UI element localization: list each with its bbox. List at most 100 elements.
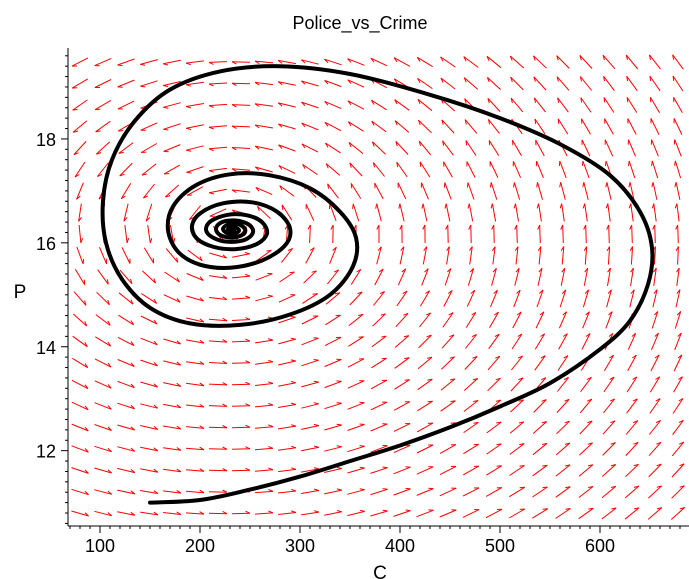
field-arrowhead xyxy=(336,402,342,404)
y-tick-label: 18 xyxy=(36,130,56,150)
field-arrow xyxy=(71,510,89,517)
field-arrow xyxy=(117,446,135,452)
field-arrowhead xyxy=(556,76,559,82)
field-arrow xyxy=(278,102,296,108)
field-arrow xyxy=(583,268,589,286)
field-arrow xyxy=(140,122,158,131)
field-arrowhead xyxy=(561,289,567,294)
field-arrow xyxy=(163,294,181,303)
field-arrow xyxy=(370,379,388,390)
field-arrow xyxy=(278,59,296,65)
field-arrow xyxy=(254,426,274,429)
field-arrow xyxy=(467,268,475,286)
field-arrow xyxy=(607,268,611,286)
field-arrow xyxy=(140,381,158,388)
field-arrow xyxy=(419,290,431,307)
field-arrow xyxy=(674,139,682,157)
field-arrow xyxy=(446,246,450,265)
field-arrow xyxy=(163,144,181,152)
field-arrowhead xyxy=(208,83,214,87)
field-arrow xyxy=(94,467,112,474)
field-arrowhead xyxy=(370,99,375,105)
field-arrow xyxy=(72,335,88,348)
field-arrowhead xyxy=(186,149,192,152)
field-arrowhead xyxy=(130,426,135,431)
field-arrowhead xyxy=(629,224,633,230)
field-arrowhead xyxy=(334,292,341,295)
field-arrow xyxy=(602,420,616,435)
field-arrowhead xyxy=(633,463,639,467)
field-arrowhead xyxy=(629,246,634,252)
field-arrow xyxy=(372,313,386,327)
field-arrow xyxy=(486,465,502,476)
field-arrowhead xyxy=(464,119,467,125)
field-arrowhead xyxy=(586,376,592,381)
field-arrow xyxy=(673,376,683,393)
field-arrowhead xyxy=(579,55,582,61)
field-arrow xyxy=(281,204,293,221)
field-arrow xyxy=(674,311,682,329)
field-arrow xyxy=(278,490,296,494)
field-arrowhead xyxy=(519,465,525,467)
field-arrowhead xyxy=(405,487,411,490)
field-arrow xyxy=(254,60,274,64)
field-arrow xyxy=(185,447,205,451)
field-arrowhead xyxy=(370,57,375,63)
field-arrow xyxy=(555,442,571,456)
field-arrowhead xyxy=(152,258,155,264)
field-arrow xyxy=(417,356,433,370)
field-arrow xyxy=(466,161,476,178)
field-arrow xyxy=(558,333,568,350)
field-arrowhead xyxy=(313,510,320,513)
field-arrowhead xyxy=(268,402,274,406)
field-arrowhead xyxy=(513,182,515,188)
field-arrow xyxy=(394,357,410,369)
field-arrowhead xyxy=(130,383,135,388)
field-arrow xyxy=(463,443,479,455)
field-arrowhead xyxy=(580,97,583,103)
field-arrowhead xyxy=(675,224,679,230)
field-arrowhead xyxy=(185,106,192,109)
field-arrowhead xyxy=(418,140,421,147)
field-arrowhead xyxy=(490,203,493,209)
field-arrowhead xyxy=(394,99,398,105)
field-arrow xyxy=(654,224,656,244)
field-arrow xyxy=(95,141,111,155)
field-arrowhead xyxy=(199,446,205,451)
field-arrowhead xyxy=(83,279,86,285)
field-arrow xyxy=(462,509,480,518)
field-arrow xyxy=(301,59,319,65)
field-arrowhead xyxy=(244,252,250,255)
field-arrow xyxy=(255,361,273,365)
field-arrowhead xyxy=(281,204,284,210)
field-arrow xyxy=(347,510,365,517)
field-arrow xyxy=(140,80,158,87)
field-arrow xyxy=(559,160,567,179)
field-arrow xyxy=(422,246,428,265)
field-arrowhead xyxy=(266,249,272,252)
field-arrow xyxy=(672,398,684,414)
field-arrow xyxy=(231,61,251,63)
field-arrow xyxy=(301,511,319,516)
field-arrowhead xyxy=(651,160,653,166)
field-arrow xyxy=(516,224,518,244)
field-arrowhead xyxy=(564,420,570,424)
field-arrow xyxy=(301,490,319,494)
field-arrowhead xyxy=(107,384,112,389)
field-arrowhead xyxy=(519,486,525,489)
field-arrowhead xyxy=(279,185,283,191)
field-arrow xyxy=(94,79,112,88)
field-arrowhead xyxy=(565,508,571,510)
field-arrow xyxy=(347,489,365,495)
field-arrow xyxy=(325,314,341,326)
field-arrow xyxy=(164,184,180,198)
field-arrowhead xyxy=(606,224,610,230)
field-arrowhead xyxy=(130,299,134,305)
field-arrowhead xyxy=(541,377,547,381)
field-arrowhead xyxy=(268,510,274,514)
field-arrow xyxy=(556,76,570,91)
field-arrowhead xyxy=(587,420,593,424)
field-arrowhead xyxy=(107,362,112,368)
field-arrow xyxy=(71,467,89,474)
field-arrowhead xyxy=(84,426,89,432)
